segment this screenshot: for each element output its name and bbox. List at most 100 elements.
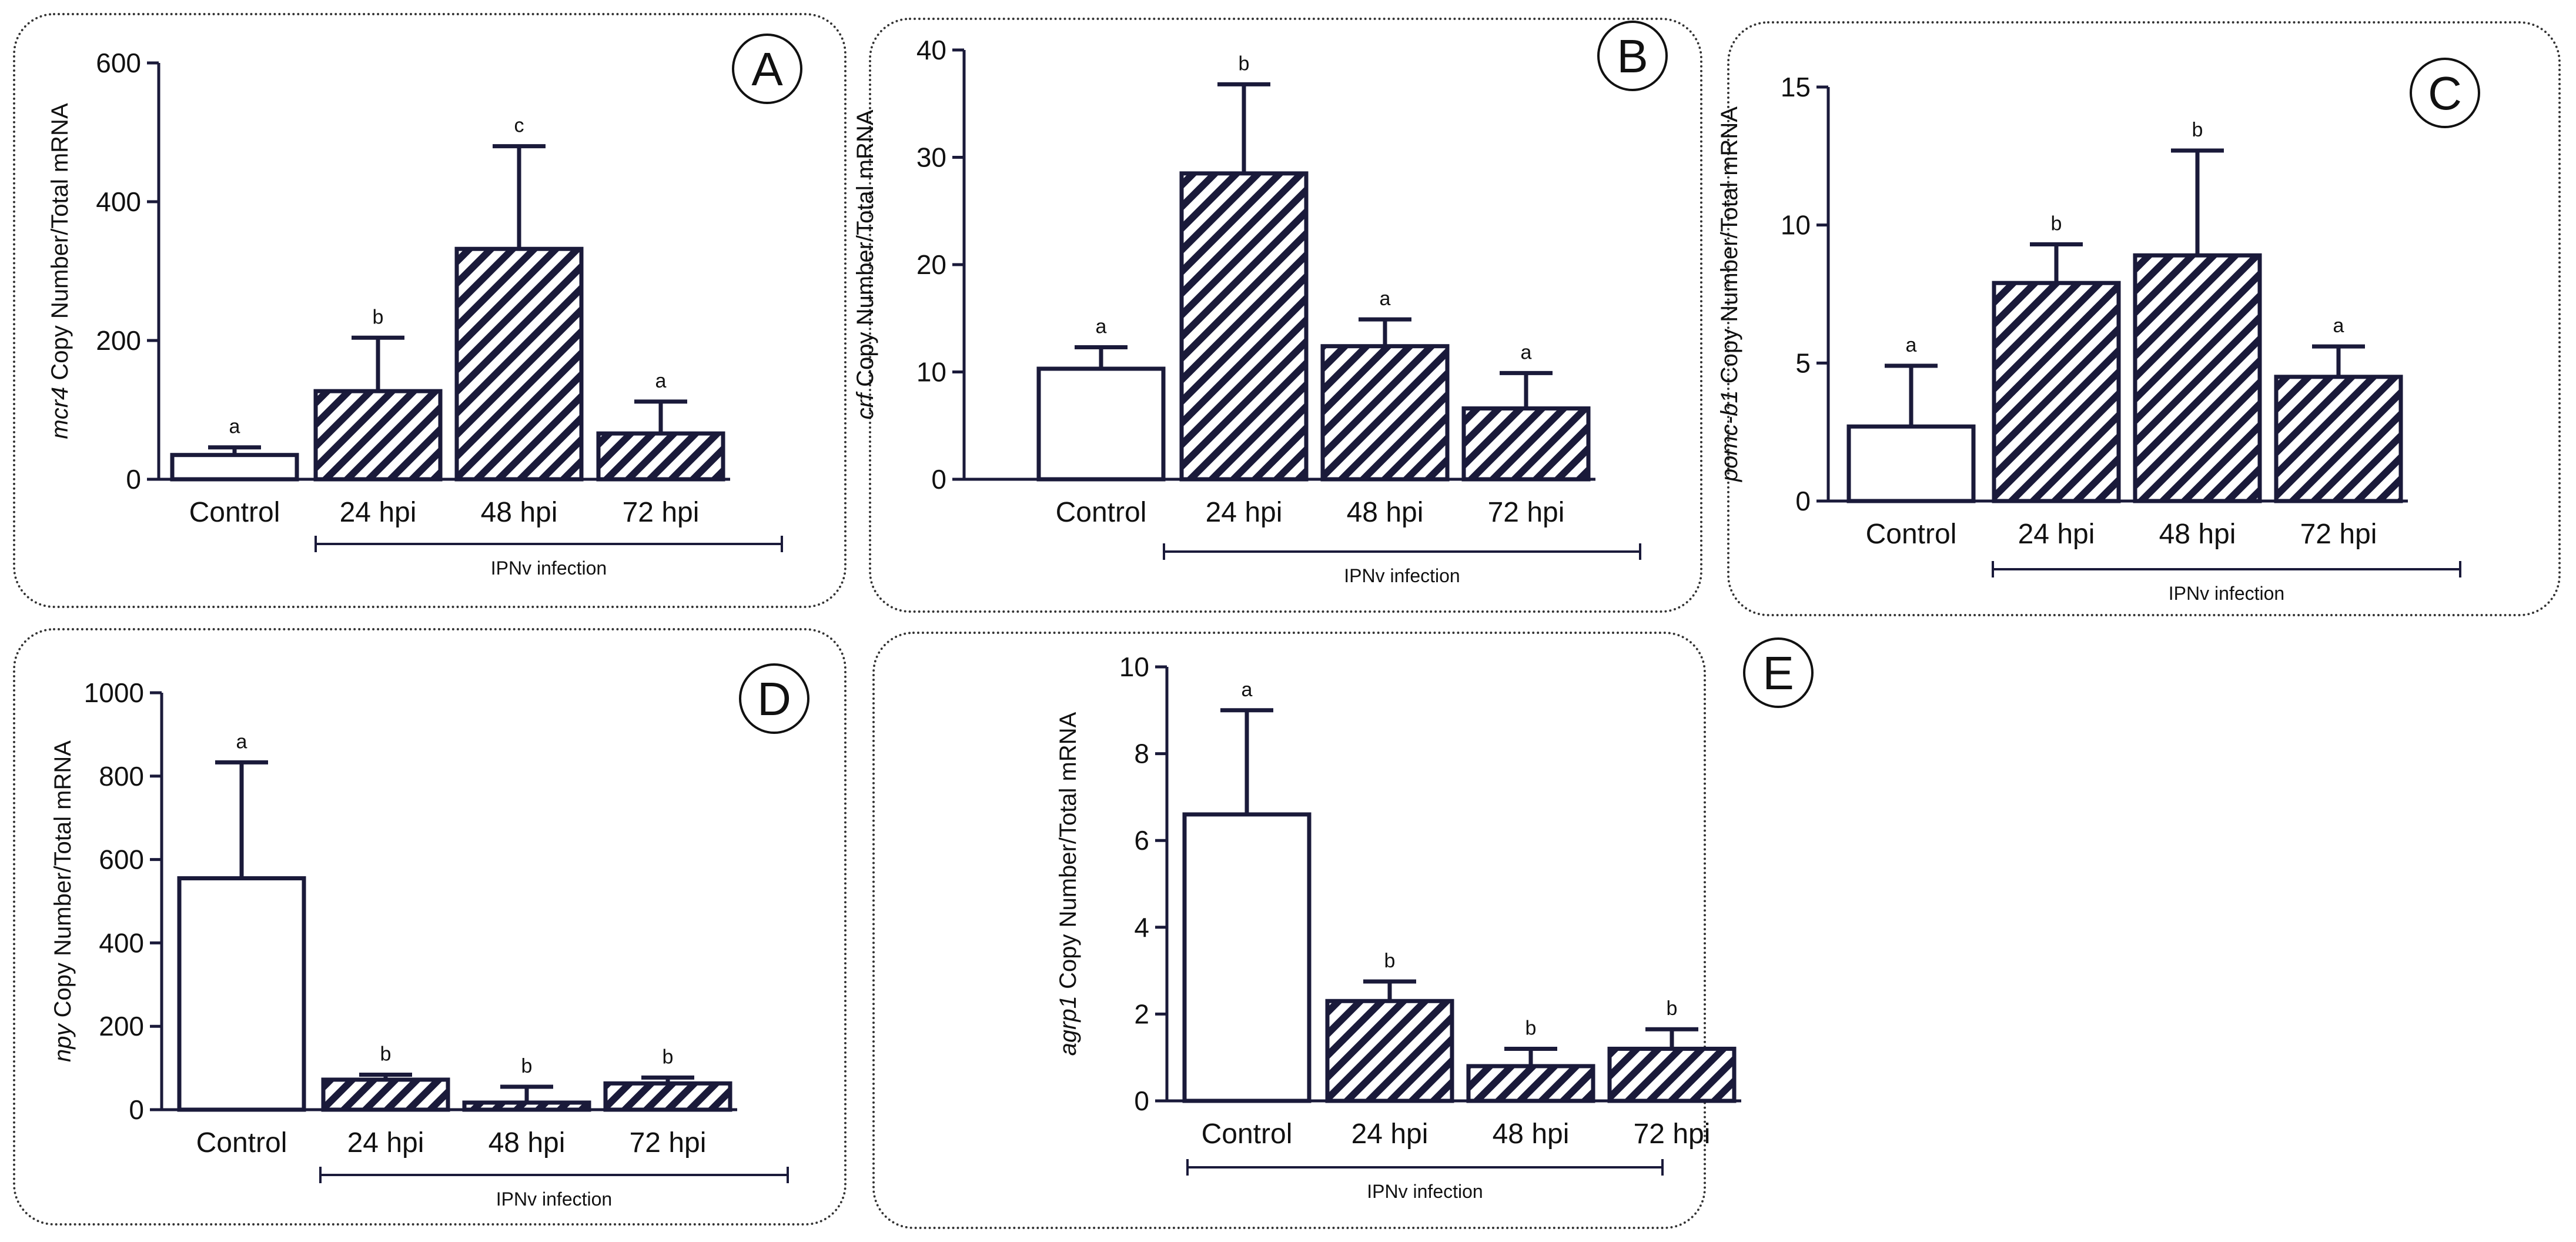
bar <box>1607 1046 1737 1103</box>
category-label: 72 hpi <box>623 497 700 528</box>
y-tick-label: 10 <box>1781 210 1811 241</box>
significance-letter: b <box>1239 52 1250 75</box>
category-label: 72 hpi <box>1488 497 1565 528</box>
panel-letter: B <box>1617 30 1648 82</box>
y-tick-label: 10 <box>1119 652 1149 682</box>
bar <box>1461 406 1591 482</box>
y-tick-label: 800 <box>99 761 144 792</box>
significance-letter: a <box>1380 288 1391 310</box>
panel-letter: C <box>2428 67 2462 119</box>
bar <box>1992 281 2121 503</box>
panel-a <box>13 13 847 608</box>
significance-letter: b <box>2192 119 2203 141</box>
y-tick-label: 10 <box>916 357 946 388</box>
y-tick-label: 600 <box>96 48 141 78</box>
y-axis-label-gene: mcr4 <box>47 387 73 439</box>
y-tick-label: 0 <box>931 464 946 495</box>
panel-letter-circle <box>739 663 809 734</box>
category-label: Control <box>189 497 280 528</box>
panel-letter: E <box>1762 647 1794 699</box>
bar <box>170 453 299 482</box>
category-label: 24 hpi <box>347 1127 424 1158</box>
y-tick-label: 2 <box>1134 999 1149 1029</box>
y-tick-label: 20 <box>916 249 946 280</box>
panel-letter-circle <box>1597 21 1668 91</box>
significance-letter: a <box>655 370 667 392</box>
category-label: 48 hpi <box>1347 497 1424 528</box>
significance-letter: a <box>1906 334 1917 356</box>
significance-letter: a <box>236 730 247 753</box>
group-label: IPNv infection <box>1344 565 1460 586</box>
category-label: 24 hpi <box>2018 519 2095 550</box>
bar <box>321 1077 450 1112</box>
category-label: 24 hpi <box>340 497 417 528</box>
chart-d: 0 200 400 600 800 1000 npy Copy Number/Total m… <box>50 663 809 1210</box>
y-axis-label-units: Copy Number/Total mRNA <box>1717 106 1742 390</box>
significance-letter: b <box>1525 1017 1537 1039</box>
category-label: 48 hpi <box>2159 519 2236 550</box>
bar <box>1320 344 1450 482</box>
group-label: IPNv infection <box>2169 583 2284 604</box>
category-label: Control <box>1056 497 1147 528</box>
bar <box>2274 375 2403 503</box>
category-label: 48 hpi <box>489 1127 566 1158</box>
y-axis-label-gene: crf <box>852 391 878 419</box>
y-axis-label-units: Copy Number/Total mRNA <box>852 109 878 393</box>
panel-d <box>13 628 847 1226</box>
category-label: 72 hpi <box>1634 1119 1711 1150</box>
category-label: 48 hpi <box>1493 1119 1570 1150</box>
bar <box>596 431 725 482</box>
significance-letter: b <box>380 1043 392 1065</box>
group-label: IPNv infection <box>1367 1181 1483 1202</box>
y-axis-label-units: Copy Number/Total mRNA <box>1055 712 1081 996</box>
bar <box>1036 366 1166 482</box>
y-tick-label: 200 <box>99 1011 144 1041</box>
chart-e: 0 2 4 6 8 10 agrp1 Copy Number/Total mRNA a Cont… <box>1055 637 1814 1202</box>
significance-letter: a <box>1521 341 1532 363</box>
y-tick-label: 5 <box>1795 348 1811 378</box>
significance-letter: b <box>663 1046 674 1068</box>
y-tick-label: 0 <box>1134 1086 1149 1116</box>
y-axis-label: mcr4 Copy Number/Total mRNA <box>47 103 73 439</box>
y-tick-label: 600 <box>99 844 144 875</box>
significance-letter: a <box>229 416 240 438</box>
y-tick-label: 6 <box>1134 825 1149 856</box>
y-tick-label: 30 <box>916 142 946 173</box>
y-axis-label-gene: npy <box>50 1022 76 1061</box>
chart-b: 0 10 20 30 40 crf Copy Number/Total mRNA a Cont… <box>852 21 1668 586</box>
y-tick-label: 15 <box>1781 72 1811 102</box>
significance-letter: a <box>1096 316 1107 338</box>
chart-c: 0 5 10 15 pomc-b1 Copy Number/Total mRNA a Con… <box>1717 58 2480 604</box>
panel-letter: A <box>751 43 783 95</box>
significance-letter: b <box>1667 997 1678 1020</box>
y-tick-label: 0 <box>129 1094 144 1125</box>
y-axis-label: pomc-b1 Copy Number/Total mRNA <box>1717 106 1742 482</box>
bar <box>603 1081 732 1112</box>
panel-letter: D <box>757 673 791 725</box>
bar <box>1179 171 1309 482</box>
panel-letter-circle <box>1743 637 1814 708</box>
y-axis-label: crf Copy Number/Total mRNA <box>852 109 878 419</box>
bar <box>462 1100 591 1112</box>
y-tick-label: 4 <box>1134 912 1149 943</box>
y-tick-label: 400 <box>99 927 144 958</box>
panel-letter-circle <box>2410 58 2480 128</box>
y-tick-label: 0 <box>1795 486 1811 516</box>
category-label: 72 hpi <box>630 1127 707 1158</box>
y-tick-label: 0 <box>126 464 141 495</box>
category-label: 48 hpi <box>481 497 558 528</box>
bar <box>1466 1064 1595 1103</box>
y-tick-label: 400 <box>96 186 141 217</box>
y-axis-label: agrp1 Copy Number/Total mRNA <box>1055 712 1081 1056</box>
significance-letter: b <box>2051 213 2062 235</box>
significance-letter: b <box>373 306 384 328</box>
bar <box>454 246 584 482</box>
y-axis-label-gene: pomc-b1 <box>1717 390 1742 482</box>
bar <box>2133 253 2262 503</box>
y-tick-label: 200 <box>96 325 141 356</box>
significance-letter: b <box>521 1055 533 1077</box>
chart-a: 0 200 400 600 mcr4 Copy Number/Total mRNA a Co… <box>47 34 802 579</box>
y-axis-label-units: Copy Number/Total mRNA <box>47 103 73 387</box>
y-tick-label: 40 <box>916 35 946 65</box>
